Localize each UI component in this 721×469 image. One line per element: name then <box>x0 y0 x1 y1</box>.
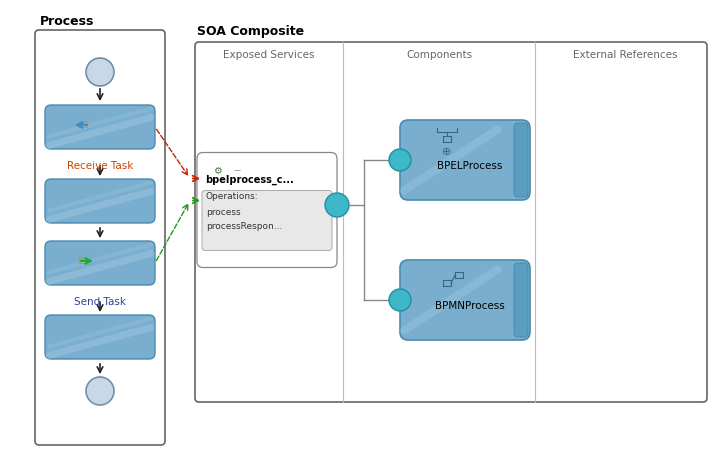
FancyBboxPatch shape <box>197 152 337 267</box>
Circle shape <box>325 193 349 217</box>
FancyBboxPatch shape <box>514 123 528 197</box>
Text: Exposed Services: Exposed Services <box>224 50 315 60</box>
Text: ✉: ✉ <box>76 119 87 131</box>
FancyBboxPatch shape <box>202 190 332 250</box>
FancyBboxPatch shape <box>400 120 530 200</box>
Text: External References: External References <box>572 50 677 60</box>
Text: bpelprocess_c...: bpelprocess_c... <box>205 174 293 184</box>
Text: ⚙: ⚙ <box>213 166 221 175</box>
FancyBboxPatch shape <box>45 179 155 223</box>
Text: Components: Components <box>406 50 472 60</box>
FancyBboxPatch shape <box>35 30 165 445</box>
FancyBboxPatch shape <box>45 105 155 149</box>
Text: Operations:: Operations: <box>206 191 259 201</box>
FancyBboxPatch shape <box>45 315 155 359</box>
FancyBboxPatch shape <box>400 260 530 340</box>
Circle shape <box>389 289 411 311</box>
Text: ✉: ✉ <box>76 255 87 267</box>
FancyBboxPatch shape <box>514 263 528 337</box>
Text: ⊕: ⊕ <box>442 147 451 157</box>
Circle shape <box>389 149 411 171</box>
Circle shape <box>86 377 114 405</box>
Text: BPMNProcess: BPMNProcess <box>435 301 505 311</box>
FancyBboxPatch shape <box>45 241 155 285</box>
Text: Receive Task: Receive Task <box>67 161 133 171</box>
Circle shape <box>86 58 114 86</box>
Text: processRespon...: processRespon... <box>206 221 283 230</box>
FancyBboxPatch shape <box>195 42 707 402</box>
Text: Send Task: Send Task <box>74 297 126 307</box>
Text: process: process <box>206 207 241 217</box>
Text: —: — <box>234 167 241 174</box>
Text: SOA Composite: SOA Composite <box>197 25 304 38</box>
Text: BPELProcess: BPELProcess <box>438 161 503 171</box>
Text: Process: Process <box>40 15 94 28</box>
